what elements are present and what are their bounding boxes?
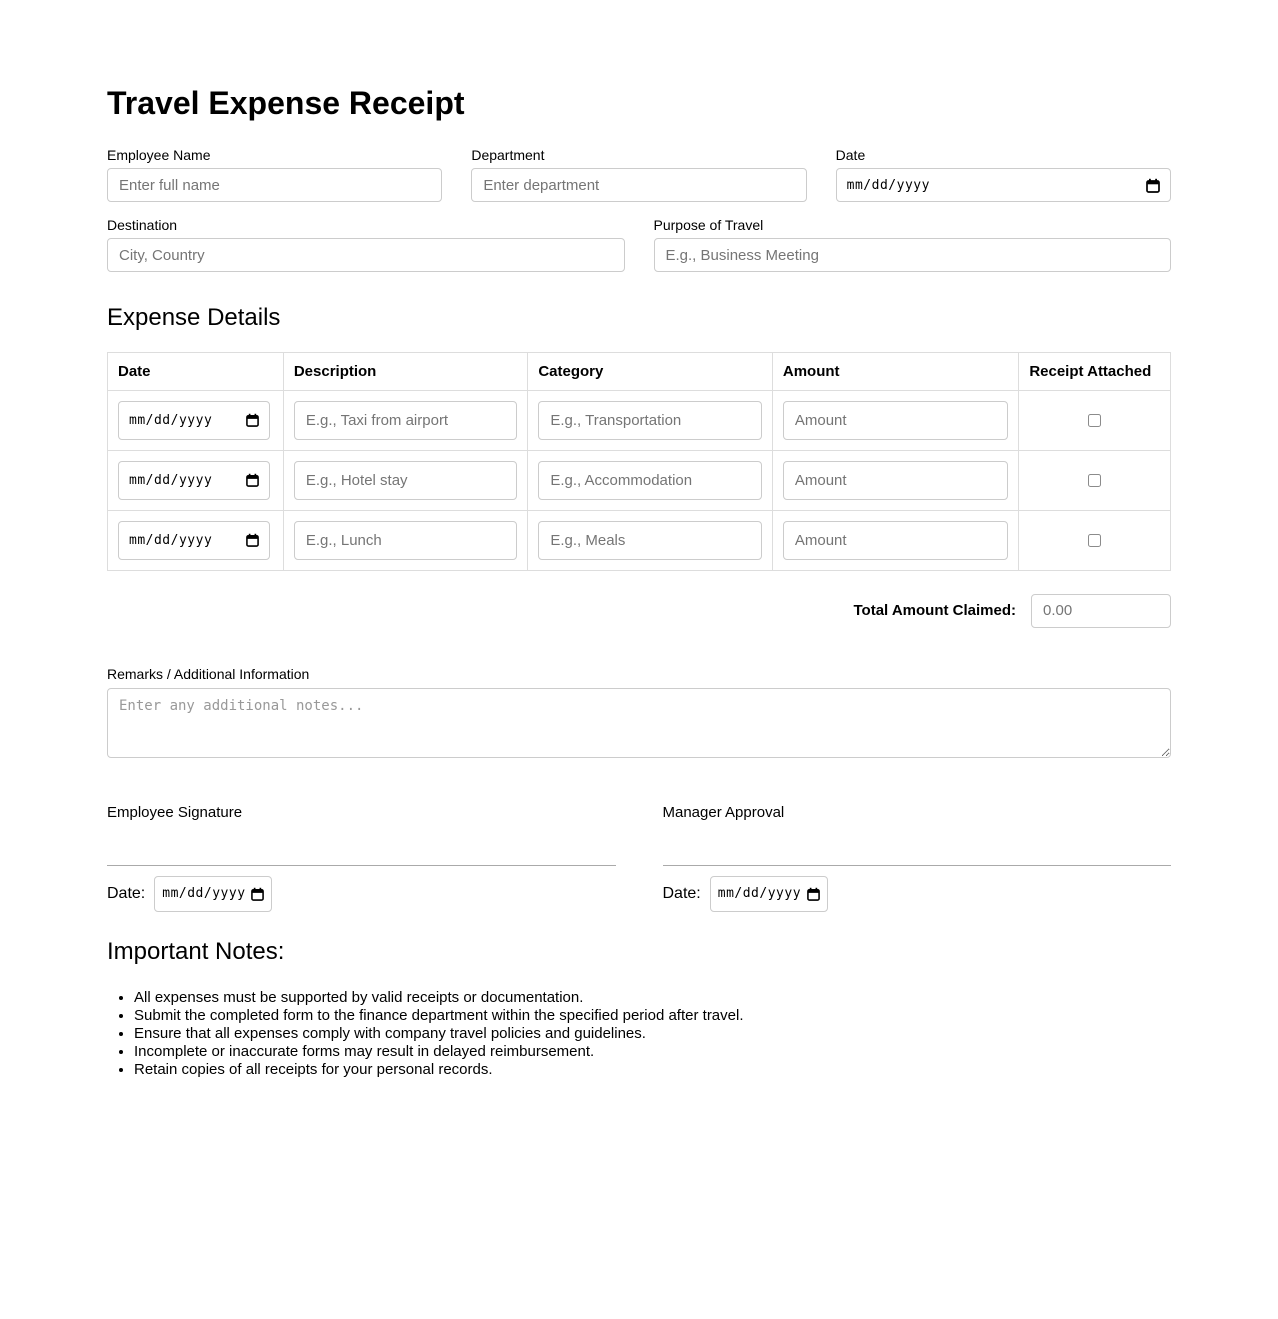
expense-row-2-date-input[interactable]: mm/dd/yyyy — [118, 460, 270, 500]
note-item: Incomplete or inaccurate forms may resul… — [134, 1043, 1171, 1061]
column-header-category: Category — [527, 351, 773, 391]
date-value: mm/dd/yyyy — [129, 472, 213, 488]
expense-row-2-category-input[interactable] — [538, 460, 762, 500]
date-value: mm/dd/yyyy — [162, 886, 246, 902]
expense-row-1-amount-input[interactable] — [782, 400, 1009, 440]
manager-approval-date-row: Date: mm/dd/yyyy — [662, 875, 1172, 912]
expense-row-1-category-input[interactable] — [538, 400, 762, 440]
expense-table: Date Description Category Amount Receipt… — [107, 351, 1171, 571]
important-notes-list: All expenses must be supported by valid … — [107, 989, 1171, 1079]
employee-name-label: Employee Name — [107, 147, 211, 164]
employee-signature-date-label: Date: — [107, 884, 146, 902]
header-row-1: Employee Name Department Date mm/dd/yyyy — [107, 147, 1171, 203]
note-item: Retain copies of all receipts for your p… — [134, 1061, 1171, 1079]
page-title: Travel Expense Receipt — [107, 85, 465, 121]
expense-row-3: mm/dd/yyyy — [107, 509, 1171, 571]
expense-details-heading: Expense Details — [107, 304, 281, 332]
purpose-field: Purpose of Travel — [653, 217, 1171, 273]
expense-row-3-category-input[interactable] — [538, 520, 762, 560]
employee-signature-block: Employee Signature Date: mm/dd/yyyy — [107, 804, 616, 912]
remarks-label: Remarks / Additional Information — [107, 665, 310, 682]
manager-approval-label: Manager Approval — [662, 803, 785, 821]
date-field: Date mm/dd/yyyy — [835, 147, 1171, 203]
calendar-icon[interactable] — [246, 473, 259, 488]
travel-expense-form: Travel Expense Receipt Employee Name Dep… — [107, 0, 1171, 1319]
manager-approval-line — [662, 864, 1171, 866]
expense-row-3-date-input[interactable]: mm/dd/yyyy — [118, 520, 270, 560]
date-label: Date — [835, 147, 866, 164]
expense-row-3-amount-input[interactable] — [782, 520, 1009, 560]
destination-label: Destination — [107, 217, 178, 234]
department-label: Department — [471, 147, 545, 164]
employee-signature-date-input[interactable]: mm/dd/yyyy — [154, 875, 273, 912]
expense-row-1-description-input[interactable] — [293, 400, 518, 440]
expense-table-header-row: Date Description Category Amount Receipt… — [107, 351, 1171, 391]
header-row-2: Destination Purpose of Travel — [107, 217, 1171, 273]
purpose-label: Purpose of Travel — [653, 217, 764, 234]
column-header-amount: Amount — [771, 351, 1020, 391]
date-input[interactable]: mm/dd/yyyy — [835, 168, 1171, 203]
purpose-input[interactable] — [653, 238, 1171, 273]
remarks-textarea[interactable] — [107, 687, 1171, 758]
calendar-icon[interactable] — [246, 413, 259, 428]
date-value: mm/dd/yyyy — [717, 886, 802, 902]
employee-name-field: Employee Name — [107, 147, 443, 203]
important-notes-heading: Important Notes: — [107, 937, 285, 965]
expense-row-1-receipt-checkbox[interactable] — [1088, 413, 1102, 427]
manager-approval-block: Manager Approval Date: mm/dd/yyyy — [662, 803, 1172, 912]
total-amount-input[interactable] — [1031, 593, 1171, 628]
calendar-icon[interactable] — [1146, 178, 1160, 193]
column-header-description: Description — [282, 351, 529, 391]
expense-row-2-receipt-checkbox[interactable] — [1088, 473, 1102, 487]
calendar-icon[interactable] — [251, 887, 265, 901]
destination-field: Destination — [107, 217, 625, 273]
destination-input[interactable] — [107, 238, 625, 273]
remarks-section: Remarks / Additional Information — [107, 666, 1171, 763]
employee-signature-label: Employee Signature — [107, 803, 243, 821]
note-item: Submit the completed form to the finance… — [134, 1007, 1171, 1025]
expense-row-1-date-input[interactable]: mm/dd/yyyy — [118, 400, 270, 440]
note-item: All expenses must be supported by valid … — [134, 989, 1171, 1007]
expense-row-3-receipt-checkbox[interactable] — [1088, 533, 1102, 547]
column-header-date: Date — [107, 351, 284, 391]
total-row: Total Amount Claimed: — [107, 593, 1171, 628]
employee-name-input[interactable] — [107, 168, 443, 203]
signature-section: Employee Signature Date: mm/dd/yyyy Mana… — [107, 804, 1171, 912]
total-amount-label: Total Amount Claimed: — [853, 602, 1017, 620]
calendar-icon[interactable] — [806, 887, 820, 901]
column-header-receipt-attached: Receipt Attached — [1018, 351, 1171, 391]
expense-row-1: mm/dd/yyyy — [107, 389, 1171, 451]
note-item: Ensure that all expenses comply with com… — [134, 1025, 1171, 1043]
manager-approval-date-input[interactable]: mm/dd/yyyy — [709, 875, 828, 912]
expense-row-2-description-input[interactable] — [293, 460, 518, 500]
date-value: mm/dd/yyyy — [129, 532, 213, 548]
employee-signature-date-row: Date: mm/dd/yyyy — [107, 875, 616, 912]
department-field: Department — [471, 147, 807, 203]
calendar-icon[interactable] — [246, 533, 259, 548]
employee-signature-line — [107, 864, 616, 866]
manager-approval-date-label: Date: — [662, 884, 701, 902]
expense-row-2: mm/dd/yyyy — [107, 449, 1171, 511]
department-input[interactable] — [471, 168, 807, 203]
date-value: mm/dd/yyyy — [129, 412, 213, 428]
expense-row-3-description-input[interactable] — [293, 520, 518, 560]
expense-row-2-amount-input[interactable] — [782, 460, 1009, 500]
date-value: mm/dd/yyyy — [846, 177, 930, 193]
